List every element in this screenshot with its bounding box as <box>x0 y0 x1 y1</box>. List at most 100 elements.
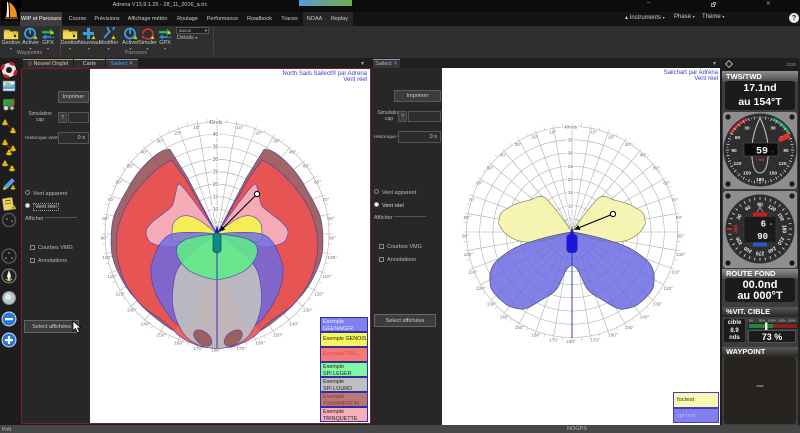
svg-text:20: 20 <box>213 182 219 188</box>
svg-text:TWA: TWA <box>756 157 765 162</box>
svg-text:120°: 120° <box>663 286 673 291</box>
svg-text:150: 150 <box>769 171 777 177</box>
svg-text:30°: 30° <box>515 142 522 147</box>
svg-text:10: 10 <box>213 207 219 213</box>
svg-text:170°: 170° <box>590 337 600 342</box>
svg-text:40°: 40° <box>500 153 507 158</box>
svg-text:330: 330 <box>735 235 744 245</box>
svg-text:70°: 70° <box>468 197 475 202</box>
svg-text:110°: 110° <box>671 270 680 275</box>
svg-text:110°: 110° <box>322 274 332 280</box>
svg-text:10°: 10° <box>549 130 556 135</box>
svg-text:40°: 40° <box>640 153 647 158</box>
svg-text:30: 30 <box>770 126 776 132</box>
svg-text:360: 360 <box>734 225 740 234</box>
svg-text:50°: 50° <box>303 164 310 170</box>
svg-text:110°: 110° <box>468 270 477 275</box>
svg-text:120°: 120° <box>476 286 486 291</box>
svg-text:140°: 140° <box>141 321 151 327</box>
svg-text:100°: 100° <box>327 255 337 261</box>
svg-text:60°: 60° <box>476 181 483 186</box>
svg-text:20°: 20° <box>531 134 538 139</box>
svg-text:°: ° <box>770 235 772 239</box>
svg-text:6: 6 <box>761 220 766 230</box>
svg-text:140°: 140° <box>640 314 650 319</box>
svg-text:140°: 140° <box>500 314 510 319</box>
svg-text:10°: 10° <box>193 125 200 131</box>
svg-text:80°: 80° <box>464 215 471 220</box>
svg-text:150: 150 <box>776 212 785 222</box>
svg-text:240: 240 <box>766 245 776 254</box>
svg-text:120: 120 <box>778 161 786 167</box>
svg-text:60°: 60° <box>663 181 670 186</box>
svg-text:100°: 100° <box>676 252 686 257</box>
svg-text:160°: 160° <box>174 341 184 347</box>
svg-text:40°: 40° <box>289 150 296 156</box>
svg-text:50%: 50% <box>759 319 765 323</box>
svg-text:60: 60 <box>744 205 752 213</box>
svg-text:150: 150 <box>743 171 751 177</box>
svg-text:5: 5 <box>569 217 572 223</box>
svg-text:5: 5 <box>214 219 217 225</box>
svg-text:90: 90 <box>757 203 763 209</box>
svg-text:90: 90 <box>757 232 768 242</box>
svg-text:20°: 20° <box>608 134 615 139</box>
svg-text:20°: 20° <box>255 130 262 136</box>
svg-text:50°: 50° <box>127 164 134 170</box>
svg-text:30: 30 <box>744 126 750 132</box>
svg-text:30: 30 <box>213 157 219 163</box>
svg-text:170°: 170° <box>549 337 559 342</box>
svg-text:120°: 120° <box>116 292 126 298</box>
svg-text:20°: 20° <box>174 130 181 136</box>
svg-text:90°: 90° <box>678 234 685 239</box>
svg-text:90°: 90° <box>462 234 469 239</box>
svg-text:20: 20 <box>568 177 574 183</box>
svg-text:270: 270 <box>756 250 765 256</box>
svg-text:30: 30 <box>568 151 574 157</box>
svg-text:150°: 150° <box>273 333 283 339</box>
svg-text:90°: 90° <box>101 236 108 242</box>
svg-text:30°: 30° <box>625 142 632 147</box>
svg-text:120: 120 <box>733 161 741 167</box>
svg-text:200%: 200% <box>788 319 796 323</box>
svg-text:15: 15 <box>213 195 219 201</box>
svg-text:50°: 50° <box>487 166 494 171</box>
svg-text:100%: 100% <box>768 319 776 323</box>
svg-text:40: 40 <box>213 132 219 138</box>
svg-text:210: 210 <box>776 236 785 246</box>
svg-text:60°: 60° <box>314 180 321 186</box>
svg-text:°: ° <box>772 151 774 155</box>
svg-text:160°: 160° <box>531 333 541 338</box>
svg-text:45nds: 45nds <box>209 120 223 126</box>
svg-text:90: 90 <box>731 148 737 154</box>
svg-text:170°: 170° <box>236 346 246 352</box>
svg-text:30°: 30° <box>273 139 280 145</box>
svg-text:15: 15 <box>568 190 574 196</box>
svg-text:90°: 90° <box>329 236 336 242</box>
svg-text:25: 25 <box>213 170 219 176</box>
svg-text:120°: 120° <box>314 292 324 298</box>
svg-text:70°: 70° <box>671 197 678 202</box>
svg-text:10: 10 <box>568 203 574 209</box>
svg-text:130°: 130° <box>303 308 313 314</box>
svg-text:kt: kt <box>770 222 773 226</box>
svg-text:150°: 150° <box>625 325 635 330</box>
svg-text:180: 180 <box>781 225 787 234</box>
svg-text:40°: 40° <box>141 150 148 156</box>
svg-text:120: 120 <box>767 204 777 213</box>
svg-text:160°: 160° <box>608 333 618 338</box>
svg-text:180°: 180° <box>211 348 221 354</box>
svg-text:300: 300 <box>743 245 753 254</box>
svg-text:25: 25 <box>568 164 574 170</box>
svg-text:180: 180 <box>756 177 764 183</box>
svg-text:70°: 70° <box>322 197 329 203</box>
svg-text:10°: 10° <box>236 125 243 131</box>
svg-text:35: 35 <box>568 138 574 144</box>
svg-text:80°: 80° <box>676 215 683 220</box>
svg-text:30: 30 <box>736 213 744 221</box>
svg-text:70°: 70° <box>107 197 114 203</box>
svg-text:10°: 10° <box>590 130 597 135</box>
svg-text:59: 59 <box>756 147 768 158</box>
svg-text:170°: 170° <box>193 346 203 352</box>
svg-text:180°: 180° <box>566 339 576 344</box>
